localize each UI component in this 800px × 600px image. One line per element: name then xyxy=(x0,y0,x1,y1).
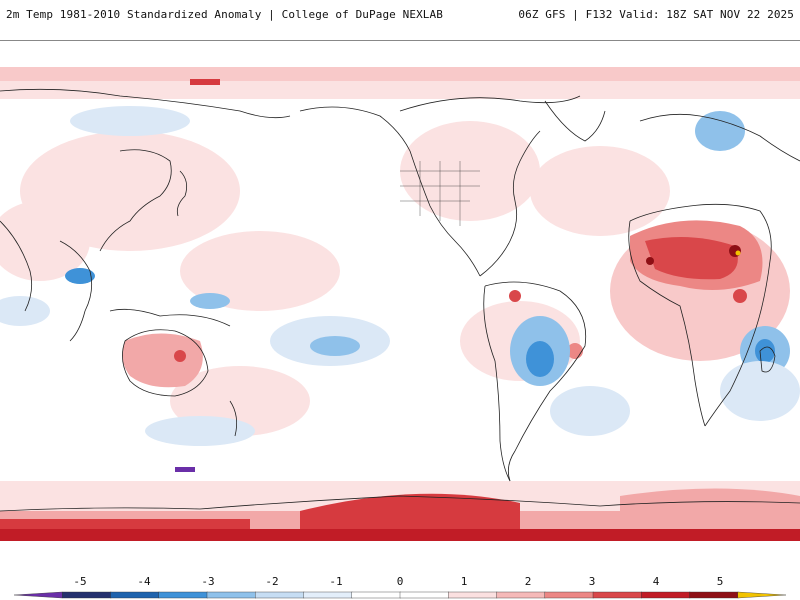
colorbar-tick-label: -1 xyxy=(329,575,342,588)
colorbar-segment xyxy=(351,591,401,599)
colorbar-segment xyxy=(641,591,691,599)
west-pacific-warm xyxy=(180,231,340,311)
north-atlantic-warm xyxy=(530,146,670,236)
africa-coast-west xyxy=(628,220,706,427)
colorbar-segment xyxy=(62,591,112,599)
colorbar-segment xyxy=(303,591,353,599)
southeast-asia-coast xyxy=(59,240,93,342)
colorbar-segment xyxy=(689,591,739,599)
indonesia-coast xyxy=(109,308,231,327)
arctic-hotspot xyxy=(190,79,220,85)
colorbar-tick-label: -3 xyxy=(201,575,214,588)
arctic-light-band xyxy=(0,81,800,99)
colorbar-segment xyxy=(13,591,63,599)
anomaly-shading xyxy=(0,67,800,541)
antarctic-red-central xyxy=(300,493,520,531)
colorbar-segment xyxy=(399,591,449,599)
colombia-hot xyxy=(509,290,521,302)
new-zealand-coast xyxy=(229,400,238,437)
colorbar-tick-label: 0 xyxy=(397,575,404,588)
africa-coast-east xyxy=(629,203,772,427)
state-borders xyxy=(400,161,480,226)
indian-ocean-cool xyxy=(720,361,800,421)
north-america-west-coast xyxy=(299,106,481,277)
west-africa-extreme xyxy=(646,257,654,265)
colorbar-tick-label: -5 xyxy=(73,575,86,588)
header: 2m Temp 1981-2010 Standardized Anomaly |… xyxy=(0,0,800,40)
colorbar-tick-labels: -5 -4 -3 -2 -1 0 1 2 3 4 5 xyxy=(73,575,723,588)
greenland-coast xyxy=(544,100,606,142)
antarctic-warm-east xyxy=(620,488,800,521)
colorbar-segment xyxy=(496,591,546,599)
colorbar-tick-label: 2 xyxy=(525,575,532,588)
colorbar-segment xyxy=(110,591,160,599)
arctic-warm-band xyxy=(0,67,800,81)
colorbar-tick-label: 4 xyxy=(653,575,660,588)
colorbar: -5 -4 -3 -2 -1 0 1 2 3 4 5 xyxy=(0,570,800,600)
map-canvas xyxy=(0,41,800,541)
antarctic-edge xyxy=(0,529,800,541)
west-indian-ocean-cool xyxy=(0,296,50,326)
coastlines xyxy=(0,88,800,512)
colorbar-segments xyxy=(13,591,787,599)
south-america-coast-east xyxy=(484,281,587,482)
japan-coast xyxy=(176,170,188,217)
colorbar-tick-label: 5 xyxy=(717,575,724,588)
indochina-cool xyxy=(65,268,95,284)
anomaly-map[interactable] xyxy=(0,40,800,541)
colorbar-segment xyxy=(448,591,498,599)
sahel-hot xyxy=(645,237,738,280)
colorbar-tick-label: -2 xyxy=(265,575,278,588)
colorbar-segment xyxy=(158,591,208,599)
scandinavia-cool xyxy=(695,111,745,151)
india-warm xyxy=(0,201,90,281)
colorbar-segment xyxy=(592,591,642,599)
central-pacific-cool-core xyxy=(310,336,360,356)
australia-hot xyxy=(174,350,186,362)
europe-coast xyxy=(639,113,800,162)
colorbar-tick-label: 1 xyxy=(461,575,468,588)
colorbar-tick-label: 3 xyxy=(589,575,596,588)
north-america-east-coast xyxy=(479,130,541,277)
south-atlantic-cool xyxy=(550,386,630,436)
philippines-cool xyxy=(190,293,230,309)
siberia-cool xyxy=(70,106,190,136)
colorbar-segment xyxy=(737,591,787,599)
australia-coast xyxy=(122,329,209,397)
south-america-coast-west xyxy=(483,285,511,482)
india-coast xyxy=(0,220,33,312)
colorbar-segment xyxy=(255,591,305,599)
southern-ocean-cool xyxy=(145,416,255,446)
madagascar-cool-core xyxy=(755,339,775,363)
antarctica-coast xyxy=(0,495,800,512)
antarctic-purple-spot xyxy=(175,467,195,472)
siberia-coast xyxy=(0,88,291,119)
madagascar-coast xyxy=(759,346,776,373)
arctic-canada-coast xyxy=(399,95,581,112)
colorbar-tick-label: -4 xyxy=(137,575,151,588)
south-america-cool-core xyxy=(526,341,554,377)
us-state-grid xyxy=(400,161,480,226)
china-coast xyxy=(99,149,172,252)
map-title: 2m Temp 1981-2010 Standardized Anomaly |… xyxy=(6,8,443,21)
colorbar-segment xyxy=(544,591,594,599)
colorbar-segment xyxy=(206,591,256,599)
australia-warm xyxy=(122,333,203,388)
sudan-peak xyxy=(735,250,741,256)
east-africa-hot xyxy=(733,289,747,303)
colorbar-svg: -5 -4 -3 -2 -1 0 1 2 3 4 5 xyxy=(13,575,787,599)
model-run-label: 06Z GFS | F132 Valid: 18Z SAT NOV 22 202… xyxy=(518,8,794,21)
